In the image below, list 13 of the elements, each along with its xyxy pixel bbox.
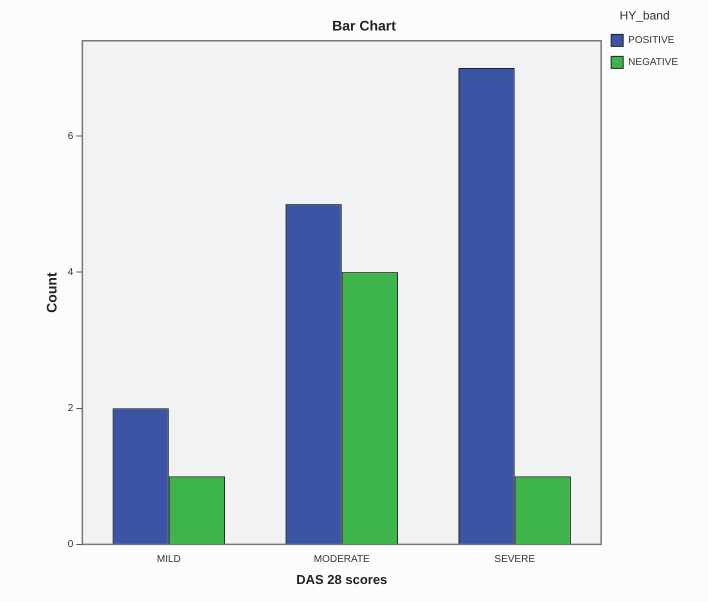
x-axis-title: DAS 28 scores [296, 572, 388, 587]
y-tick-label: 6 [68, 130, 74, 142]
legend-label: POSITIVE [628, 35, 675, 46]
legend-title: HY_band [620, 8, 670, 22]
y-axis-title: Count [43, 272, 60, 313]
x-tick-label: MODERATE [314, 554, 370, 566]
y-tick-label: 0 [68, 539, 74, 550]
legend-label: NEGATIVE [628, 57, 678, 68]
x-tick-label: MILD [156, 554, 181, 566]
x-tick-label: SEVERE [494, 554, 536, 566]
y-tick-label: 2 [68, 403, 74, 414]
y-tick-label: 4 [68, 266, 74, 278]
chart-title: Bar Chart [332, 17, 396, 34]
